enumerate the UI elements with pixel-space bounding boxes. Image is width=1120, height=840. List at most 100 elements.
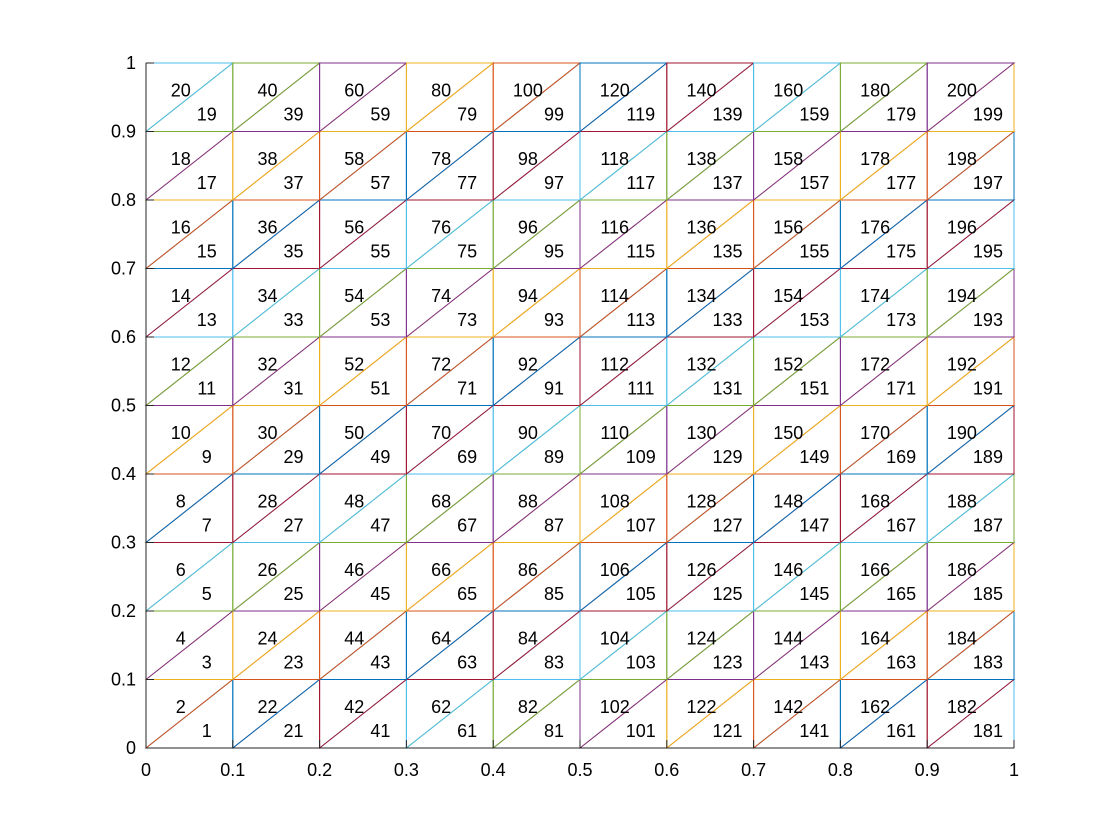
triangle-number-label: 196: [947, 217, 977, 237]
x-tick-label: 0.9: [915, 760, 940, 780]
triangle-number-label: 58: [344, 149, 364, 169]
triangle-number-label: 71: [457, 378, 477, 398]
triangle-number-label: 108: [600, 491, 630, 511]
triangle-number-label: 12: [171, 354, 191, 374]
triangle-number-label: 155: [799, 241, 829, 261]
triangle-number-label: 91: [544, 378, 564, 398]
triangle-number-label: 54: [344, 286, 364, 306]
triangle-number-label: 114: [600, 286, 629, 306]
triangle-number-label: 139: [713, 104, 743, 124]
triangle-number-label: 61: [457, 721, 477, 741]
triangle-number-label: 120: [600, 80, 630, 100]
triangle-number-label: 77: [457, 173, 477, 193]
triangle-number-label: 107: [626, 515, 656, 535]
triangle-number-label: 174: [860, 286, 890, 306]
triangle-number-label: 137: [713, 173, 743, 193]
triangle-number-label: 185: [973, 584, 1003, 604]
triangle-element: [839, 62, 929, 133]
x-tick-label: 0.2: [307, 760, 332, 780]
triangle-number-label: 99: [544, 104, 564, 124]
triangle-number-label: 191: [973, 378, 1003, 398]
triangle-number-label: 41: [370, 721, 390, 741]
triangle-number-label: 38: [258, 149, 278, 169]
triangle-number-label: 169: [886, 447, 916, 467]
triangle-number-label: 95: [544, 241, 564, 261]
triangle-number-label: 181: [973, 721, 1003, 741]
triangle-number-label: 30: [258, 423, 278, 443]
triangle-number-label: 6: [176, 560, 186, 580]
triangle-number-label: 119: [626, 104, 655, 124]
triangle-number-label: 24: [258, 628, 278, 648]
triangle-number-label: 102: [600, 697, 630, 717]
triangle-number-label: 104: [600, 628, 630, 648]
triangle-number-label: 79: [457, 104, 477, 124]
triangle-number-label: 31: [284, 378, 304, 398]
triangle-number-label: 103: [626, 652, 656, 672]
triangle-number-label: 166: [860, 560, 890, 580]
triangle-number-label: 193: [973, 310, 1003, 330]
triangle-number-label: 67: [457, 515, 477, 535]
triangle-number-label: 165: [886, 584, 916, 604]
triangle-number-label: 74: [431, 286, 451, 306]
triangle-number-label: 131: [713, 378, 743, 398]
triangle-number-label: 179: [886, 104, 916, 124]
triangle-number-label: 40: [258, 80, 278, 100]
triangle-number-label: 18: [171, 149, 191, 169]
triangle-element: [666, 62, 756, 133]
triangle-number-label: 70: [431, 423, 451, 443]
triangle-number-label: 122: [686, 697, 716, 717]
triangle-number-label: 13: [197, 310, 217, 330]
triangle-number-label: 10: [171, 423, 191, 443]
triangle-number-label: 164: [860, 628, 890, 648]
triangle-number-label: 15: [197, 241, 217, 261]
y-tick-label: 0.7: [111, 259, 136, 279]
triangle-number-label: 200: [947, 80, 977, 100]
triangle-number-label: 28: [258, 491, 278, 511]
triangle-number-label: 173: [886, 310, 916, 330]
triangle-number-label: 85: [544, 584, 564, 604]
triangle-number-label: 43: [370, 652, 390, 672]
triangle-number-label: 25: [284, 584, 304, 604]
triangle-number-label: 83: [544, 652, 564, 672]
triangle-number-label: 105: [626, 584, 656, 604]
triangle-number-label: 143: [799, 652, 829, 672]
triangle-number-label: 145: [799, 584, 829, 604]
triangle-number-label: 190: [947, 423, 977, 443]
triangle-number-label: 63: [457, 652, 477, 672]
triangle-number-label: 186: [947, 560, 977, 580]
triangle-number-label: 11: [197, 378, 216, 398]
triangle-number-label: 87: [544, 515, 564, 535]
triangle-number-label: 156: [773, 217, 803, 237]
triangle-number-label: 50: [344, 423, 364, 443]
triangle-number-label: 160: [773, 80, 803, 100]
triangle-number-label: 168: [860, 491, 890, 511]
triangle-element: [579, 62, 669, 133]
triangle-number-label: 1: [202, 721, 212, 741]
triangle-number-label: 32: [258, 354, 278, 374]
triangle-number-label: 29: [284, 447, 304, 467]
triangle-number-label: 124: [686, 628, 716, 648]
triangle-number-label: 57: [370, 173, 390, 193]
triangle-number-label: 34: [258, 286, 278, 306]
triangle-number-label: 128: [686, 491, 716, 511]
triangle-element: [753, 62, 842, 133]
triangle-number-label: 92: [518, 354, 538, 374]
triangle-number-label: 133: [713, 310, 743, 330]
triangle-number-label: 187: [973, 515, 1003, 535]
triangle-number-label: 123: [713, 652, 743, 672]
triangle-number-label: 116: [600, 217, 629, 237]
triangle-number-label: 3: [202, 652, 212, 672]
triangle-number-label: 140: [686, 80, 716, 100]
triangle-number-label: 88: [518, 491, 538, 511]
triangle-number-label: 94: [518, 286, 538, 306]
triangle-number-label: 153: [799, 310, 829, 330]
triangle-number-label: 197: [973, 173, 1003, 193]
triangle-number-label: 90: [518, 423, 538, 443]
triangle-number-label: 198: [947, 149, 977, 169]
triangle-number-label: 152: [773, 354, 803, 374]
triangle-number-label: 49: [370, 447, 390, 467]
triangle-number-label: 75: [457, 241, 477, 261]
triangle-number-label: 16: [171, 217, 191, 237]
triangle-number-label: 161: [886, 721, 916, 741]
y-tick-label: 0.3: [111, 533, 136, 553]
